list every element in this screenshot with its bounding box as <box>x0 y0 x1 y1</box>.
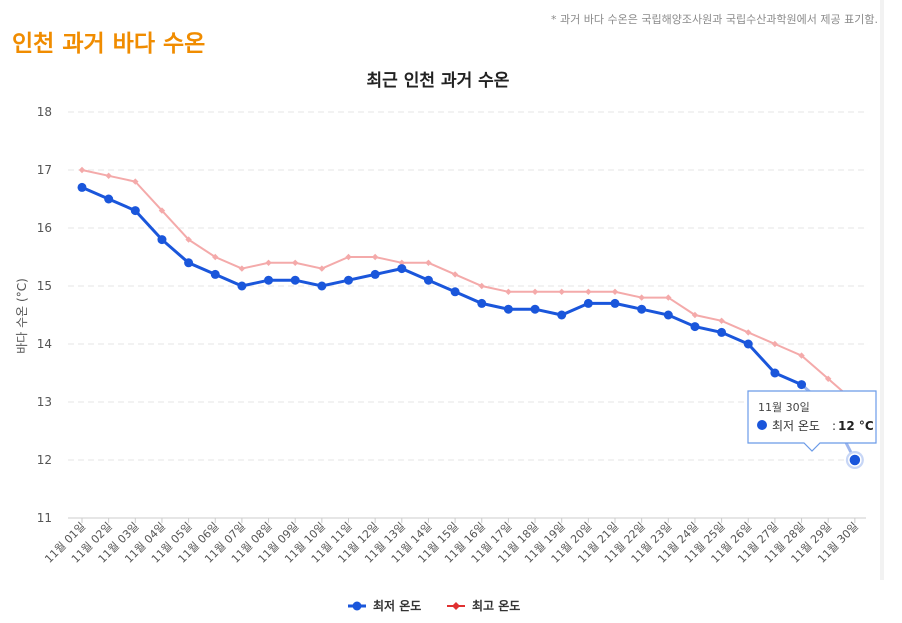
series-line-max <box>81 169 856 403</box>
data-point-min[interactable] <box>290 275 300 285</box>
data-point-max[interactable] <box>825 375 832 382</box>
data-point-max[interactable] <box>505 288 512 295</box>
scrollbar-track[interactable] <box>880 0 884 580</box>
tooltip-colon: : <box>832 419 836 433</box>
data-point-min[interactable] <box>797 380 807 390</box>
data-point-min[interactable] <box>77 182 87 192</box>
data-point-min[interactable] <box>423 275 433 285</box>
legend-label-min: 최저 온도 <box>373 598 421 613</box>
legend-item-max[interactable]: 최고 온도 <box>447 598 520 613</box>
data-point-max[interactable] <box>585 288 592 295</box>
data-point-min[interactable] <box>557 310 567 320</box>
y-tick-labels: 11 12 13 14 15 16 17 18 <box>37 105 52 525</box>
data-point-max[interactable] <box>558 288 565 295</box>
legend-label-max: 최고 온도 <box>472 598 520 613</box>
source-note: * 과거 바다 수온은 국립해양조사원과 국립수산과학원에서 제공 표기함. <box>551 13 878 26</box>
y-tick-label: 17 <box>37 163 52 177</box>
data-point-min[interactable] <box>184 258 194 268</box>
data-point-max[interactable] <box>451 271 459 278</box>
data-point-min-active[interactable] <box>848 453 862 467</box>
data-point-max[interactable] <box>478 282 485 290</box>
series-line-min <box>81 186 803 386</box>
y-tick-label: 18 <box>37 105 52 119</box>
tooltip-value: 12 °C <box>838 419 874 433</box>
data-point-min[interactable] <box>344 275 353 285</box>
data-point-max[interactable] <box>611 288 619 295</box>
data-point-max[interactable] <box>238 265 246 272</box>
data-point-max[interactable] <box>318 265 326 272</box>
data-point-min[interactable] <box>264 275 274 285</box>
data-point-max[interactable] <box>105 172 112 179</box>
data-point-max[interactable] <box>345 253 352 261</box>
data-point-min[interactable] <box>157 235 167 245</box>
data-point-max[interactable] <box>292 259 299 266</box>
line-chart: 최근 인천 과거 수온 바다 수온 (°C) 1112131415161718 … <box>15 71 877 613</box>
data-point-min[interactable] <box>130 206 140 216</box>
y-tick-label: 11 <box>37 511 52 525</box>
y-tick-label: 15 <box>37 279 52 293</box>
legend-item-min[interactable]: 최저 온도 <box>348 598 421 613</box>
data-point-min[interactable] <box>237 281 247 291</box>
data-point-max[interactable] <box>691 311 699 319</box>
data-point-min[interactable] <box>450 287 460 297</box>
data-point-min[interactable] <box>663 310 673 320</box>
legend-marker-max <box>452 602 460 610</box>
data-point-min[interactable] <box>690 322 700 332</box>
data-point-max[interactable] <box>771 340 779 348</box>
tooltip-box <box>747 390 877 452</box>
data-point-max[interactable] <box>78 166 86 174</box>
tooltip-label: 최저 온도 <box>772 419 820 433</box>
y-tick-label: 16 <box>37 221 52 235</box>
data-point-min[interactable] <box>717 327 727 337</box>
legend-marker-min <box>352 601 362 611</box>
data-point-min[interactable] <box>397 264 407 274</box>
data-point-max[interactable] <box>132 178 139 185</box>
data-point-min[interactable] <box>530 304 540 314</box>
grid-lines <box>68 111 866 519</box>
data-point-min[interactable] <box>770 368 780 378</box>
data-point-max[interactable] <box>185 236 192 243</box>
data-point-min[interactable] <box>477 298 487 308</box>
data-point-min[interactable] <box>210 269 220 279</box>
data-point-max[interactable] <box>798 352 805 359</box>
data-point-min[interactable] <box>370 269 380 279</box>
data-point-min[interactable] <box>610 298 620 308</box>
data-point-max[interactable] <box>531 288 539 295</box>
series-layer <box>77 166 864 469</box>
data-point-min[interactable] <box>317 281 327 291</box>
data-point-max[interactable] <box>158 207 166 214</box>
data-point-max[interactable] <box>665 294 672 301</box>
y-tick-label: 13 <box>37 395 52 409</box>
legend: 최저 온도 최고 온도 <box>348 598 520 613</box>
data-point-max[interactable] <box>265 259 272 266</box>
data-point-max[interactable] <box>371 253 379 261</box>
chart-title: 최근 인천 과거 수온 <box>367 71 510 91</box>
data-point-max[interactable] <box>638 294 645 301</box>
y-tick-label: 12 <box>37 453 52 467</box>
tooltip-date: 11월 30일 <box>758 400 810 414</box>
tooltip-marker <box>757 420 767 430</box>
y-tick-label: 14 <box>37 337 52 351</box>
data-point-min[interactable] <box>743 339 753 349</box>
y-axis-label: 바다 수온 (°C) <box>15 278 29 354</box>
data-point-max[interactable] <box>745 329 752 336</box>
data-point-min[interactable] <box>637 304 647 314</box>
data-point-min[interactable] <box>583 298 593 308</box>
data-point-max[interactable] <box>425 259 432 266</box>
page-title: 인천 과거 바다 수온 <box>12 31 206 57</box>
data-point-max[interactable] <box>718 317 725 324</box>
data-point-max[interactable] <box>212 253 219 261</box>
data-point-min[interactable] <box>503 304 513 314</box>
data-point-min[interactable] <box>104 194 114 204</box>
